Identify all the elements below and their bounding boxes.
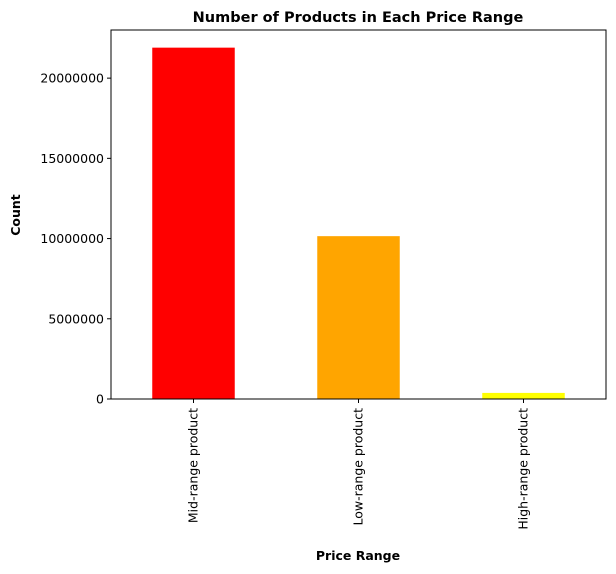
- y-axis-ticks: 0 5000000 10000000 15000000 20000000: [40, 71, 111, 407]
- y-tick-label: 0: [96, 392, 104, 407]
- bars-group: [152, 47, 565, 399]
- bar-high-range-product: [482, 392, 565, 399]
- x-tick-label: High-range product: [516, 408, 531, 530]
- plot-frame: [110, 29, 607, 400]
- x-tick-label: Mid-range product: [186, 408, 201, 523]
- y-tick-label: 5000000: [48, 311, 104, 326]
- y-tick-label: 10000000: [40, 231, 104, 246]
- chart-title: Number of Products in Each Price Range: [193, 10, 524, 26]
- x-tick-label: Low-range product: [351, 408, 366, 526]
- bar-low-range-product: [317, 236, 400, 399]
- y-axis-label: Count: [8, 194, 23, 236]
- x-axis-label: Price Range: [316, 548, 400, 563]
- bar-mid-range-product: [152, 47, 235, 399]
- y-tick-label: 15000000: [40, 151, 104, 166]
- y-tick-label: 20000000: [40, 71, 104, 86]
- x-axis-ticks: Mid-range product Low-range product High-r…: [186, 399, 531, 530]
